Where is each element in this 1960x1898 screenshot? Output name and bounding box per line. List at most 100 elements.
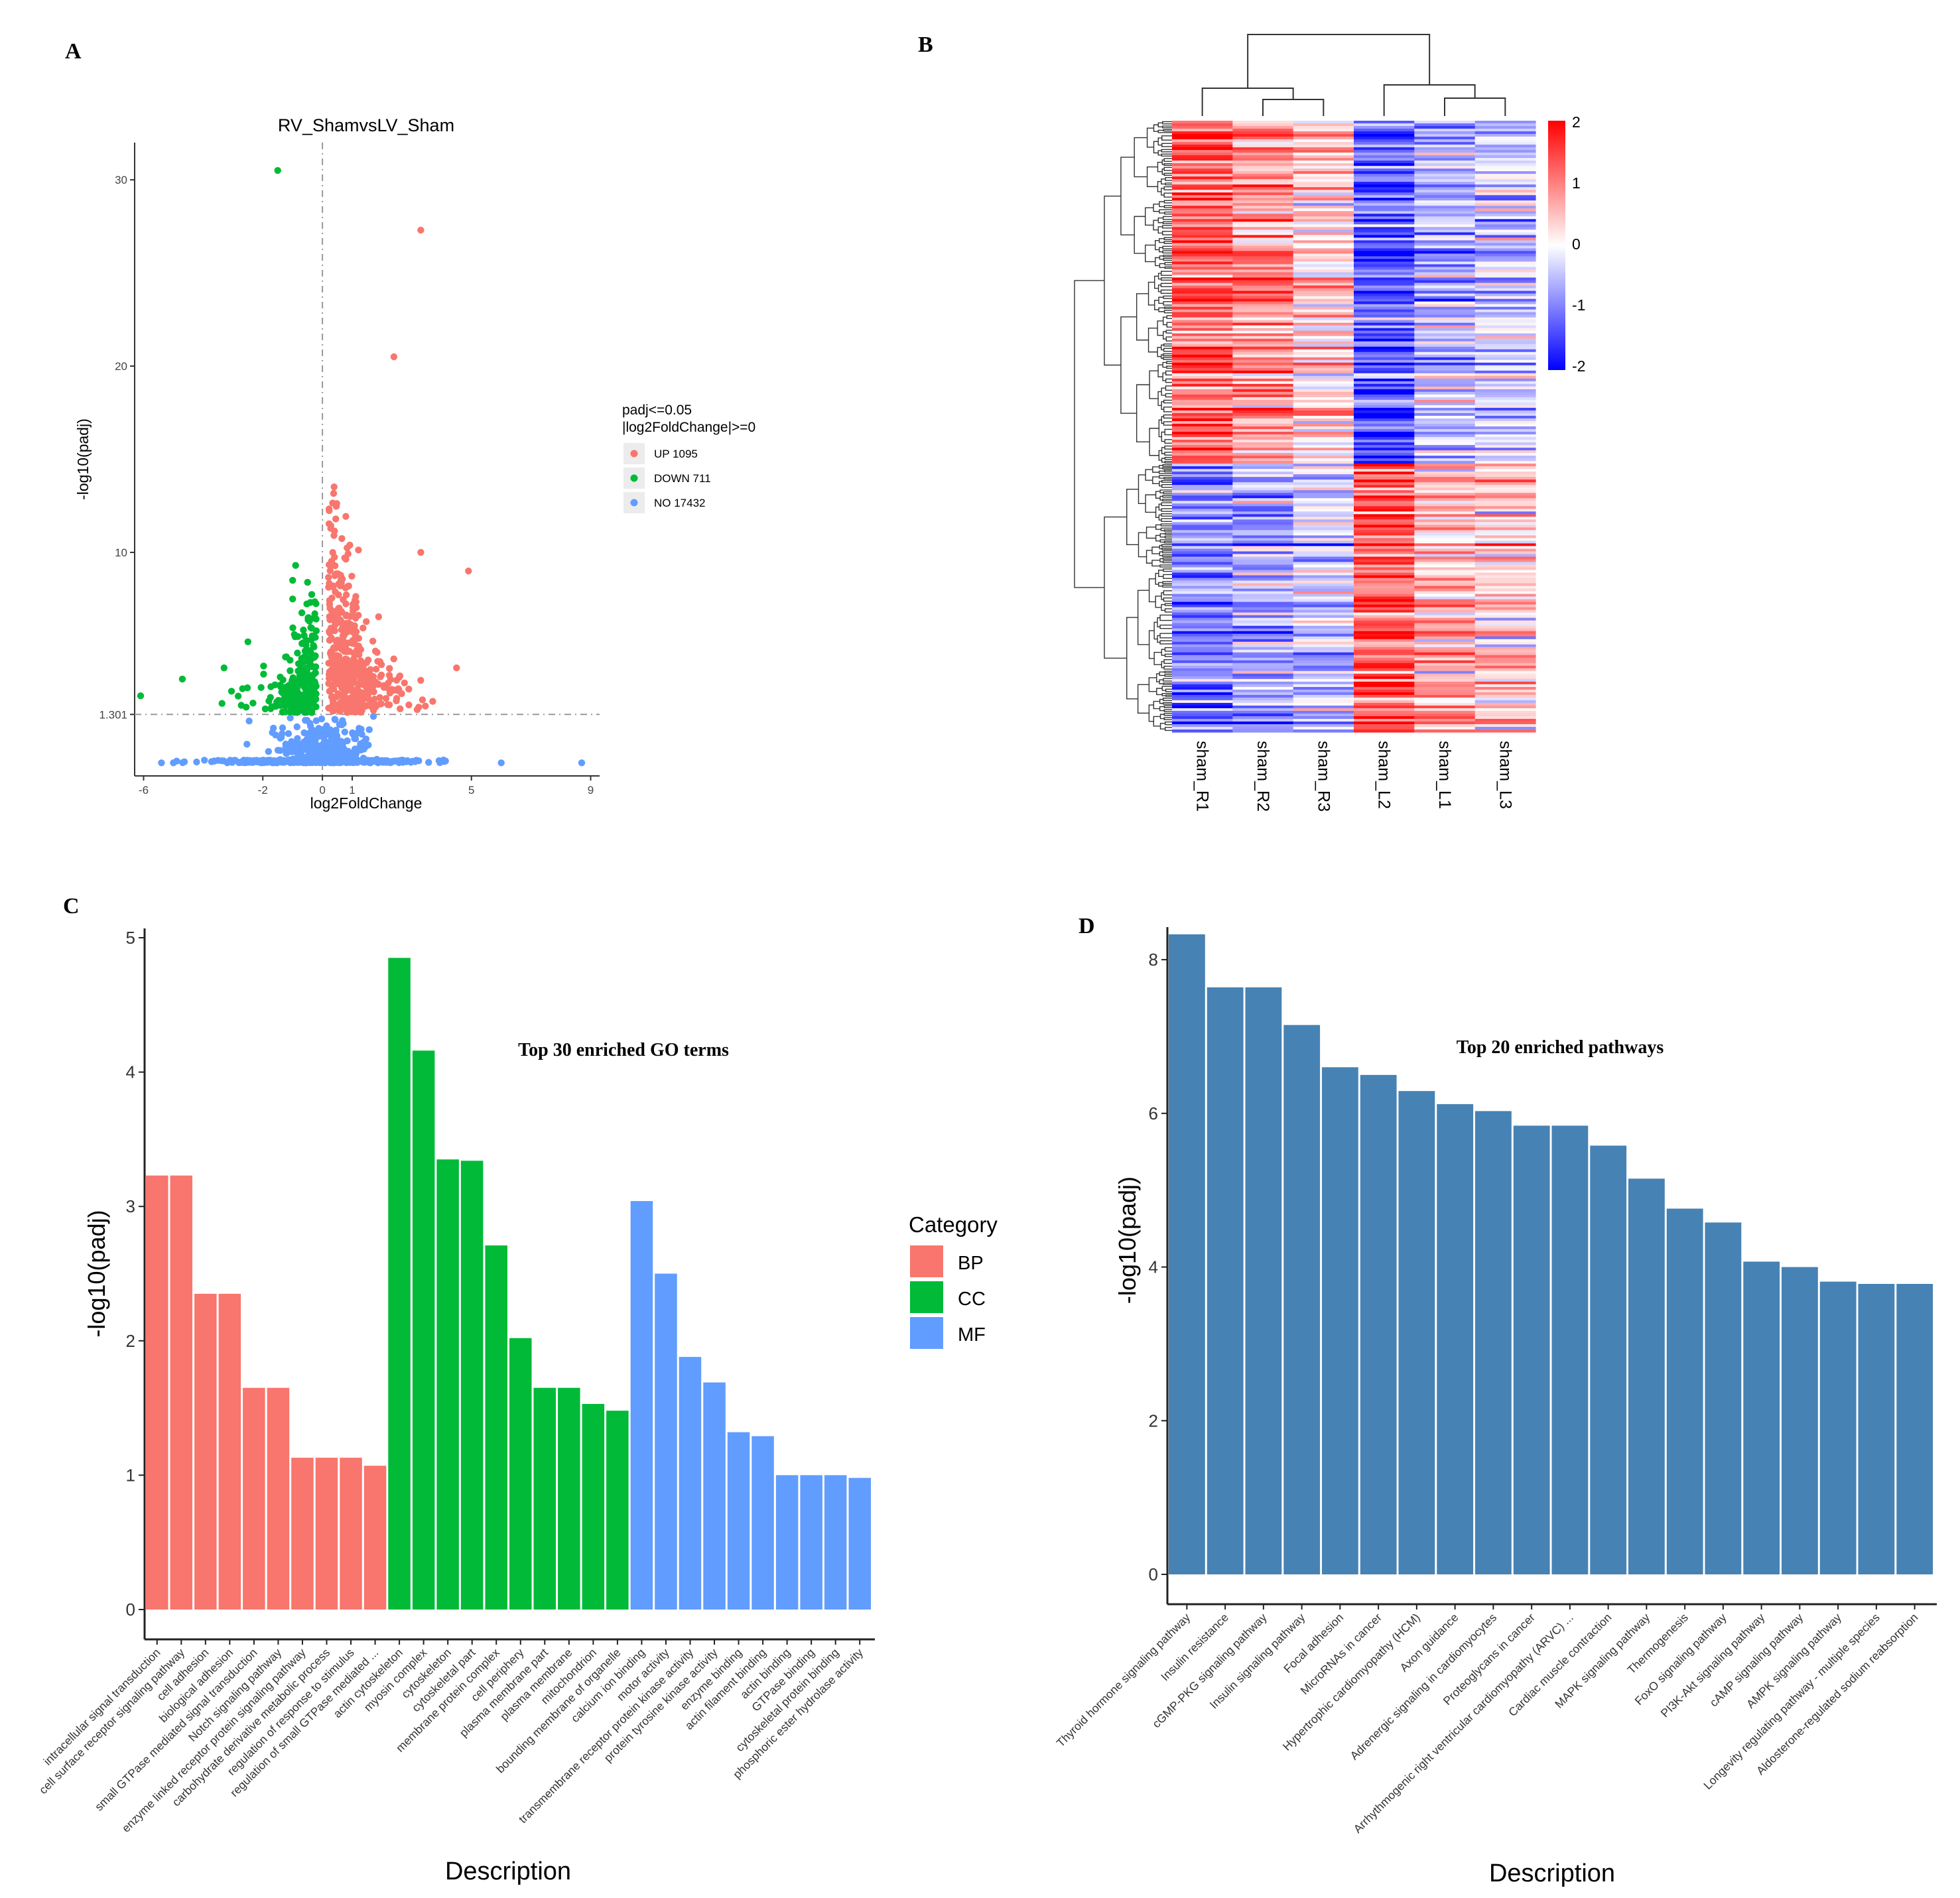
up-point	[334, 637, 342, 644]
heatmap-cell	[1232, 174, 1294, 177]
heatmap-cell	[1293, 437, 1354, 440]
heatmap-cell	[1354, 174, 1415, 177]
heatmap-cell	[1293, 224, 1354, 227]
row-branch	[1163, 241, 1166, 244]
heatmap-cell	[1354, 485, 1415, 488]
heatmap-cell	[1232, 253, 1294, 257]
heatmap-cell	[1232, 596, 1294, 600]
up-point	[355, 546, 362, 554]
heatmap-cell	[1172, 306, 1233, 310]
heatmap-cell	[1232, 290, 1294, 294]
no-point	[310, 727, 317, 734]
x-tick-label: 9	[588, 784, 594, 796]
row-branch	[1163, 257, 1166, 261]
heatmap-cell	[1474, 123, 1536, 127]
row-branch	[1163, 295, 1165, 299]
heatmap-cell	[1232, 354, 1294, 358]
heatmap-cell	[1232, 490, 1294, 493]
row-branch	[1152, 476, 1159, 485]
row-branch	[1164, 647, 1168, 652]
heatmap-cell	[1172, 410, 1233, 414]
heatmap-cell	[1474, 158, 1536, 161]
no-point	[245, 718, 253, 725]
heatmap-cell	[1293, 692, 1354, 696]
heatmap-cell	[1293, 482, 1354, 485]
heatmap-cell	[1414, 243, 1476, 247]
heatmap-cell	[1354, 243, 1415, 247]
heatmap-cell	[1414, 394, 1476, 398]
heatmap-cell	[1414, 530, 1476, 533]
row-branch	[1158, 296, 1164, 304]
heatmap-cell	[1293, 407, 1354, 411]
heatmap-cell	[1293, 724, 1354, 728]
heatmap-cell	[1474, 543, 1536, 546]
heatmap-cell	[1354, 429, 1415, 432]
heatmap-cell	[1474, 713, 1536, 717]
heatmap-cell	[1354, 317, 1415, 321]
heatmap-cell	[1232, 232, 1294, 235]
down-point	[310, 680, 318, 688]
heatmap-cell	[1172, 277, 1233, 281]
heatmap-cell	[1354, 514, 1415, 517]
heatmap-cell	[1474, 328, 1536, 332]
heatmap-cell	[1354, 705, 1415, 709]
bar-5	[243, 1387, 265, 1610]
row-branch	[1163, 331, 1167, 340]
heatmap-cell	[1232, 633, 1294, 637]
row-branch	[1158, 307, 1165, 312]
legend-label: MF	[958, 1324, 986, 1346]
heatmap-cell	[1354, 200, 1415, 204]
heatmap-cell	[1474, 389, 1536, 393]
heatmap-cell	[1414, 253, 1476, 257]
heatmap-cell	[1293, 237, 1354, 241]
heatmap-cell	[1293, 530, 1354, 533]
heatmap-cell	[1474, 700, 1536, 704]
row-branch	[1163, 343, 1167, 347]
heatmap-cell	[1414, 636, 1476, 640]
heatmap-cell	[1414, 248, 1476, 252]
heatmap-cell	[1172, 530, 1233, 533]
heatmap-cell	[1354, 171, 1415, 174]
row-branch	[1155, 596, 1162, 608]
heatmap-cell	[1232, 402, 1294, 406]
no-point	[497, 759, 505, 767]
heatmap-cell	[1172, 432, 1233, 435]
heatmap-cell	[1354, 264, 1415, 268]
up-point	[377, 673, 384, 680]
heatmap-cell	[1414, 607, 1476, 611]
heatmap-cell	[1474, 325, 1536, 329]
heatmap-cell	[1354, 362, 1415, 366]
heatmap-cell	[1232, 367, 1294, 371]
heatmap-cell	[1474, 509, 1536, 512]
heatmap-cell	[1172, 708, 1233, 712]
heatmap-cell	[1293, 264, 1354, 268]
row-branch	[1159, 201, 1165, 208]
up-point	[340, 642, 348, 649]
heatmap-cell	[1172, 681, 1233, 685]
row-branch	[1120, 316, 1137, 414]
heatmap-cell	[1293, 126, 1354, 129]
heatmap-cell	[1414, 410, 1476, 414]
heatmap-cell	[1414, 432, 1476, 435]
no-point	[367, 758, 375, 765]
heatmap-cell	[1474, 442, 1536, 446]
heatmap-cell	[1293, 227, 1354, 230]
heatmap-cell	[1474, 280, 1536, 284]
heatmap-cell	[1232, 514, 1294, 517]
no-point	[193, 758, 200, 766]
heatmap-cell	[1354, 625, 1415, 629]
heatmap-cell	[1474, 450, 1536, 454]
heatmap-cell	[1232, 237, 1294, 241]
heatmap-cell	[1474, 631, 1536, 635]
heatmap-cell	[1414, 562, 1476, 566]
heatmap-cell	[1414, 649, 1476, 653]
heatmap-cell	[1293, 245, 1354, 249]
heatmap-cell	[1354, 472, 1415, 475]
heatmap-cell	[1354, 554, 1415, 558]
heatmap-cell	[1474, 684, 1536, 688]
heatmap-cell	[1172, 716, 1233, 720]
heatmap-cell	[1172, 145, 1233, 148]
heatmap-cell	[1172, 389, 1233, 393]
heatmap-cell	[1354, 359, 1415, 363]
heatmap-cell	[1414, 216, 1476, 220]
